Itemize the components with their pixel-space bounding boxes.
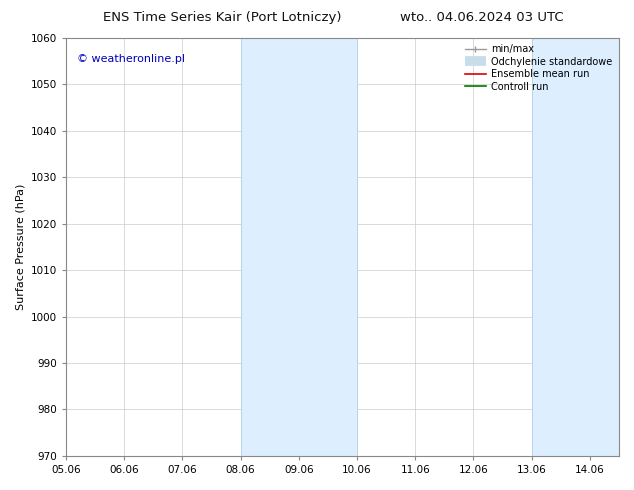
Y-axis label: Surface Pressure (hPa): Surface Pressure (hPa): [15, 184, 25, 310]
Text: © weatheronline.pl: © weatheronline.pl: [77, 54, 185, 64]
Bar: [240, 38, 357, 456]
Bar: [532, 38, 619, 456]
Text: ENS Time Series Kair (Port Lotniczy): ENS Time Series Kair (Port Lotniczy): [103, 11, 341, 24]
Legend: min/max, Odchylenie standardowe, Ensemble mean run, Controll run: min/max, Odchylenie standardowe, Ensembl…: [463, 43, 614, 94]
Text: wto.. 04.06.2024 03 UTC: wto.. 04.06.2024 03 UTC: [400, 11, 564, 24]
